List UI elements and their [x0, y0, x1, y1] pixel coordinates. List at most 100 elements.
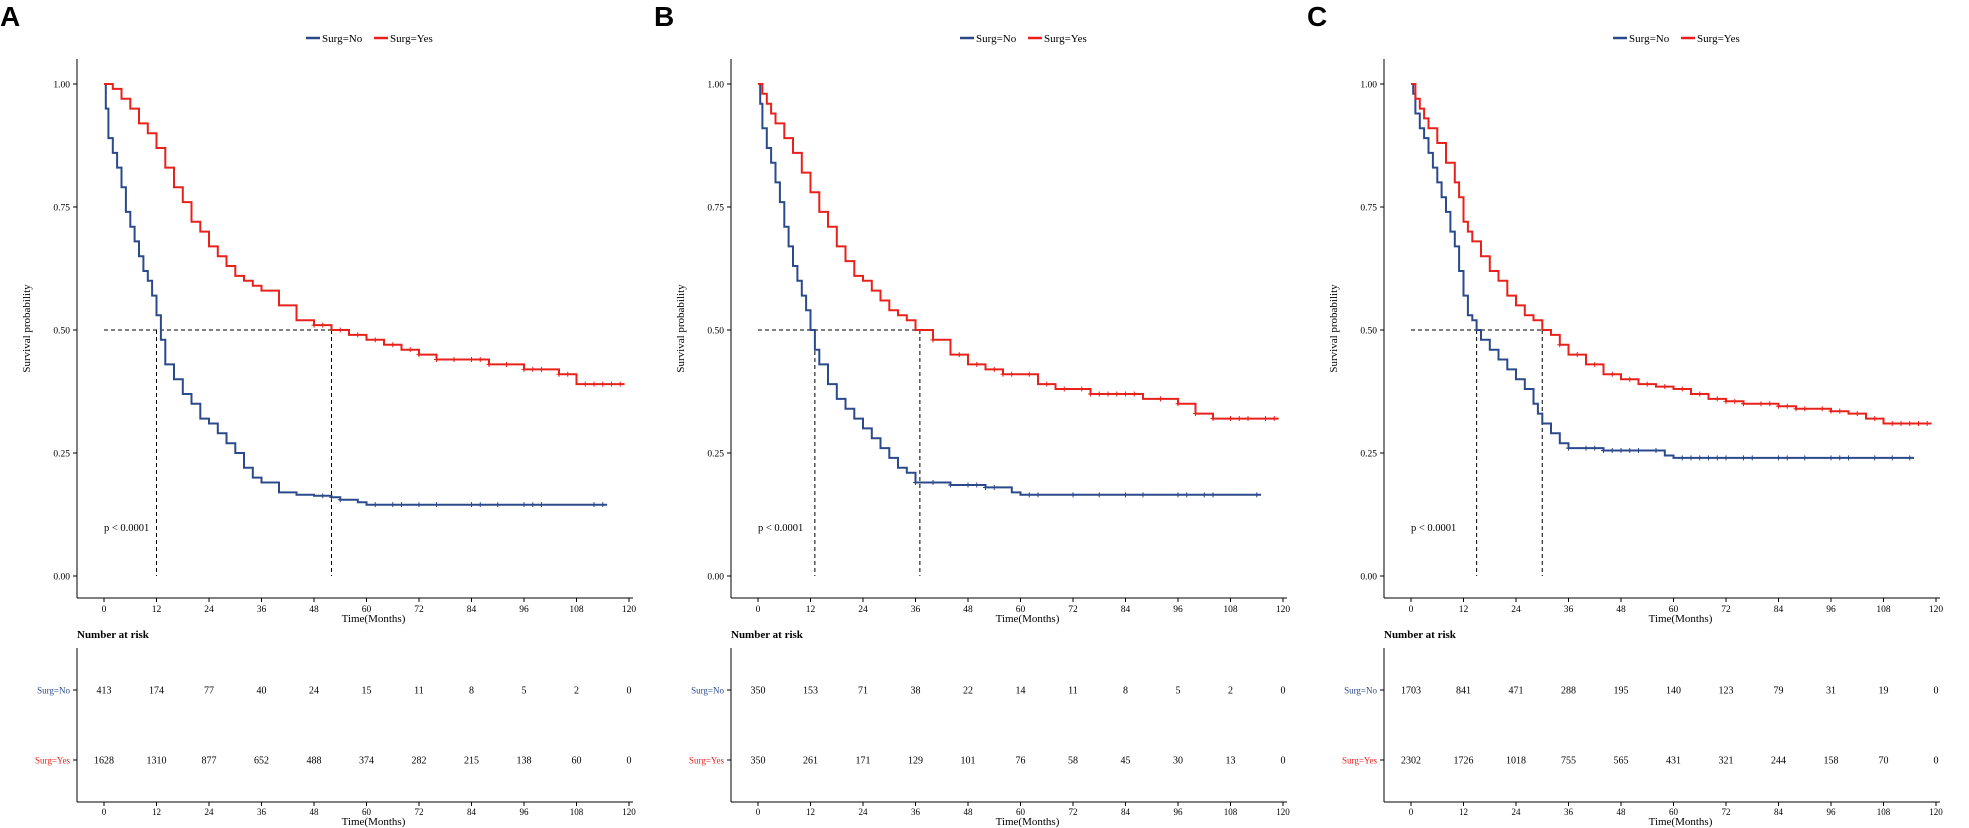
censor-mark-no	[1697, 455, 1703, 461]
censor-mark-no	[591, 502, 597, 508]
risk-count: 158	[1824, 756, 1839, 767]
censor-mark-no	[913, 480, 918, 486]
risk-count: 565	[1614, 756, 1629, 767]
censor-mark-no	[991, 484, 997, 490]
risk-count: 19	[1879, 686, 1889, 697]
x-tick-label: 96	[519, 605, 529, 615]
censor-mark-yes	[1776, 403, 1781, 409]
censor-mark-no	[1583, 445, 1589, 451]
x-tick-label: 48	[1616, 605, 1626, 615]
risk-count: 374	[359, 756, 374, 767]
risk-x-tick-label: 84	[1774, 807, 1784, 817]
censor-mark-yes	[469, 357, 474, 363]
risk-count: 40	[257, 686, 267, 697]
y-tick-label: 1.00	[1360, 81, 1377, 91]
censor-mark-yes	[1916, 420, 1921, 426]
censor-mark-yes	[565, 371, 571, 377]
censor-mark-no	[948, 482, 953, 488]
legend-label-yes: Surg=Yes	[390, 33, 433, 45]
risk-x-tick-label: 48	[1617, 807, 1627, 817]
censor-mark-yes	[1732, 398, 1738, 404]
x-tick-label: 0	[102, 605, 107, 615]
censor-mark-yes	[609, 381, 614, 387]
x-tick-label: 96	[1826, 605, 1836, 615]
censor-mark-yes	[1123, 391, 1128, 397]
risk-count: 38	[911, 686, 921, 697]
legend-label-no: Surg=No	[322, 33, 363, 45]
censor-mark-yes	[1819, 406, 1825, 412]
panel-c: C Surg=No Surg=Yes 0.00 0.25 0.50 0.75 1.00 Surv…	[1307, 1, 1943, 828]
censor-mark-no	[539, 502, 544, 508]
risk-x-tick-label: 120	[622, 807, 636, 817]
censor-mark-yes	[1236, 416, 1242, 422]
censor-mark-yes	[504, 361, 509, 367]
risk-count: 0	[627, 756, 632, 767]
panel-b: B Surg=No Surg=Yes 0.00 0.25 0.50 0.75 1.00 Surv…	[654, 1, 1290, 828]
censor-mark-yes	[1854, 411, 1860, 417]
x-tick-label: 0	[1409, 605, 1414, 615]
x-tick-label: 120	[1276, 605, 1291, 615]
risk-count: 153	[803, 686, 818, 697]
risk-count: 45	[1121, 756, 1131, 767]
risk-count: 1018	[1506, 756, 1526, 767]
censor-mark-no	[1026, 492, 1032, 498]
censor-mark-no	[1566, 445, 1571, 451]
risk-count: 60	[572, 756, 582, 767]
risk-x-tick-label: 108	[1224, 807, 1238, 817]
x-tick-label: 108	[569, 605, 584, 615]
censor-mark-yes	[1131, 391, 1137, 397]
censor-mark-yes	[1096, 391, 1102, 397]
censor-mark-no	[1210, 492, 1216, 498]
panel-letter: A	[0, 1, 20, 32]
risk-count: 24	[309, 686, 319, 697]
censor-mark-yes	[1741, 401, 1746, 407]
risk-count: 79	[1774, 686, 1784, 697]
censor-mark-yes	[372, 337, 378, 343]
censor-mark-yes	[407, 347, 413, 353]
survival-curve-yes	[758, 83, 1279, 420]
legend: Surg=No Surg=Yes	[306, 33, 433, 45]
legend-label-no: Surg=No	[976, 33, 1017, 45]
censor-mark-yes	[486, 361, 492, 367]
censor-mark-yes	[974, 361, 980, 367]
censor-mark-no	[329, 494, 334, 500]
risk-count: 0	[1281, 686, 1286, 697]
risk-x-tick-label: 84	[467, 807, 477, 817]
risk-row-label: Surg=Yes	[689, 756, 725, 766]
risk-x-tick-label: 96	[520, 807, 530, 817]
risk-count: 350	[751, 686, 766, 697]
x-axis-label: Time(Months)	[342, 613, 406, 625]
risk-x-tick-label: 120	[1929, 807, 1943, 817]
censor-mark-no	[1706, 455, 1711, 461]
censor-mark-yes	[1245, 416, 1251, 422]
censor-mark-no	[477, 502, 483, 508]
censor-mark-no	[434, 502, 439, 508]
p-value: p < 0.0001	[104, 523, 149, 534]
risk-count: 140	[1666, 686, 1681, 697]
risk-row-label: Surg=No	[37, 686, 70, 696]
censor-mark-yes	[991, 366, 997, 372]
censor-mark-yes	[1662, 384, 1668, 390]
y-tick-label: 0.50	[53, 327, 70, 337]
censor-mark-yes	[1889, 420, 1895, 426]
censor-mark-no	[974, 482, 980, 488]
x-tick-label: 24	[858, 605, 868, 615]
risk-x-tick-label: 60	[1669, 807, 1679, 817]
risk-x-tick-label: 72	[415, 807, 424, 817]
x-tick-label: 36	[257, 605, 267, 615]
censor-mark-no	[1723, 455, 1729, 461]
p-value: p < 0.0001	[1411, 523, 1456, 534]
x-tick-label: 120	[1929, 605, 1944, 615]
censor-mark-no	[1123, 492, 1128, 498]
risk-count: 431	[1666, 756, 1681, 767]
censor-mark-yes	[1837, 408, 1843, 414]
censor-mark-no	[521, 502, 527, 508]
censor-mark-yes	[1679, 386, 1685, 392]
risk-x-tick-label: 0	[1409, 807, 1414, 817]
legend: Surg=No Surg=Yes	[960, 33, 1087, 45]
censor-mark-no	[1627, 448, 1633, 454]
risk-count: 1628	[94, 756, 114, 767]
risk-row-label: Surg=No	[1344, 686, 1377, 696]
censor-mark-no	[1837, 455, 1843, 461]
risk-count: 1726	[1454, 756, 1474, 767]
